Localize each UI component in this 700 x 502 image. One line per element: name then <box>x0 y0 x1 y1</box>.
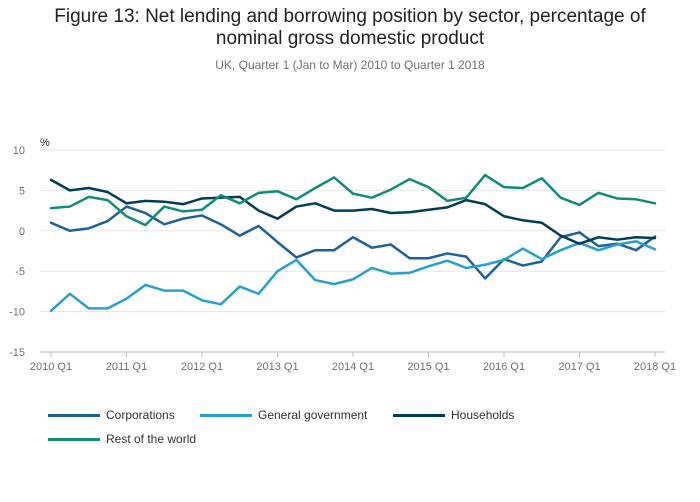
x-tick-label: 2015 Q1 <box>407 361 449 373</box>
y-axis-unit-label: % <box>40 137 50 149</box>
x-tick-label: 2016 Q1 <box>483 361 525 373</box>
y-axis: % 10 5 0 -5 -10 -15 <box>9 137 50 359</box>
series-line-general-government <box>49 240 657 313</box>
legend-item: Rest of the world <box>48 432 196 446</box>
x-tick-label: 2012 Q1 <box>181 361 223 373</box>
legend-item: Households <box>393 408 514 422</box>
chart-title: Figure 13: Net lending and borrowing pos… <box>0 6 700 50</box>
series-line-households <box>49 178 657 245</box>
y-tick-label: 5 <box>19 185 25 197</box>
legend-item: General government <box>200 408 367 422</box>
chart-title-line-2: nominal gross domestic product <box>215 28 485 49</box>
x-tick-label: 2014 Q1 <box>332 361 374 373</box>
legend-label: Households <box>451 408 515 422</box>
series-line-corporations <box>49 205 657 280</box>
chart-title-line-1: Figure 13: Net lending and borrowing pos… <box>54 6 646 27</box>
x-axis: 2010 Q1 2011 Q1 2012 Q1 2013 Q1 2014 Q1 2015 … <box>30 351 676 373</box>
gridlines <box>40 149 665 353</box>
y-tick-label: -10 <box>9 307 25 319</box>
legend-label: Rest of the world <box>106 432 197 446</box>
x-tick-label: 2011 Q1 <box>106 361 147 373</box>
series-lines <box>49 173 657 313</box>
legend-swatch <box>393 413 445 417</box>
legend-swatch <box>200 413 252 417</box>
y-tick-label: -5 <box>15 266 25 278</box>
x-tick-label: 2018 Q1 <box>634 361 676 373</box>
legend-label: General government <box>258 408 368 422</box>
legend-item: Corporations <box>48 408 175 422</box>
legend-label: Corporations <box>106 408 175 422</box>
y-tick-label: 0 <box>19 226 25 238</box>
legend-swatch <box>48 437 100 441</box>
series-line-rest-of-the-world <box>49 173 657 227</box>
legend-swatch <box>48 413 100 417</box>
x-tick-label: 2010 Q1 <box>30 361 72 373</box>
y-tick-label: -15 <box>9 347 25 359</box>
y-tick-label: 10 <box>13 145 25 157</box>
x-tick-label: 2017 Q1 <box>558 361 600 373</box>
chart-subtitle: UK, Quarter 1 (Jan to Mar) 2010 to Quart… <box>215 58 485 72</box>
line-chart: % 10 5 0 -5 -10 -15 2010 Q1 2011 Q1 2012 Q1 2013 … <box>9 137 676 373</box>
x-tick-label: 2013 Q1 <box>256 361 298 373</box>
